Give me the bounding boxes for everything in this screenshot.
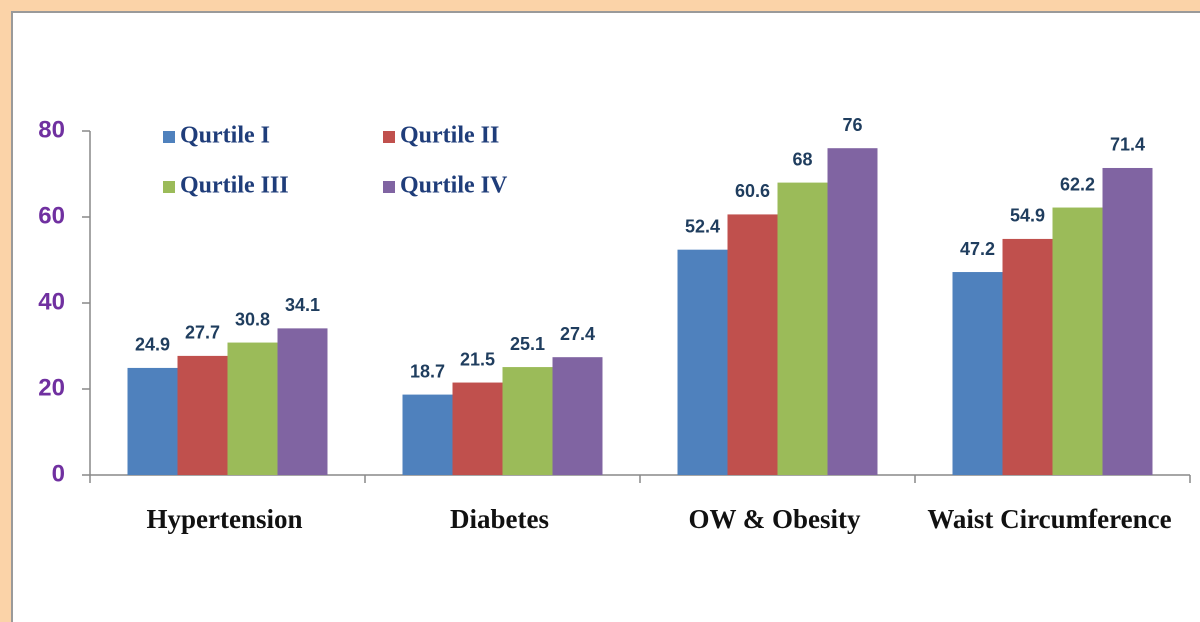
data-label: 21.5 <box>460 349 495 369</box>
x-tick-label: OW & Obesity <box>688 504 861 534</box>
bar <box>1002 238 1053 475</box>
data-label: 76 <box>842 115 862 135</box>
bar <box>727 214 778 476</box>
bar <box>227 342 278 475</box>
y-tick-label: 80 <box>38 116 65 143</box>
data-label: 34.1 <box>285 295 320 315</box>
x-tick-label: Hypertension <box>146 504 302 534</box>
legend-label: Qurtile II <box>400 123 499 149</box>
bar <box>402 394 453 475</box>
y-tick-label: 40 <box>38 288 65 315</box>
y-tick-label: 20 <box>38 374 65 401</box>
bar <box>777 182 828 475</box>
bar <box>952 272 1003 475</box>
data-label: 68 <box>792 149 812 169</box>
data-label: 30.8 <box>235 309 270 329</box>
bar <box>177 355 228 475</box>
bar <box>277 328 328 475</box>
data-label: 71.4 <box>1110 135 1145 155</box>
data-label: 18.7 <box>410 361 445 381</box>
bar <box>827 148 878 475</box>
data-label: 27.4 <box>560 324 595 344</box>
x-tick-label: Waist Circumference <box>927 504 1171 534</box>
data-label: 24.9 <box>135 335 170 355</box>
bar <box>552 357 603 475</box>
data-label: 47.2 <box>960 239 995 259</box>
legend-swatch <box>383 131 395 143</box>
y-tick-label: 0 <box>52 460 65 487</box>
legend-swatch <box>383 181 395 193</box>
legend-label: Qurtile III <box>180 173 289 199</box>
legend-label: Qurtile I <box>180 123 270 149</box>
data-label: 27.7 <box>185 323 220 343</box>
y-tick-label: 60 <box>38 202 65 229</box>
bar <box>677 249 728 475</box>
bar <box>127 367 178 475</box>
x-tick-label: Diabetes <box>450 504 549 534</box>
bar <box>1102 167 1153 476</box>
bar <box>452 382 503 475</box>
data-label: 52.4 <box>685 216 720 236</box>
data-label: 60.6 <box>735 181 770 201</box>
bar <box>1052 207 1103 476</box>
legend-label: Qurtile IV <box>400 173 508 199</box>
data-label: 25.1 <box>510 334 545 354</box>
bar <box>502 367 553 475</box>
data-label: 62.2 <box>1060 174 1095 194</box>
legend-swatch <box>163 131 175 143</box>
data-label: 54.9 <box>1010 206 1045 226</box>
legend-swatch <box>163 181 175 193</box>
